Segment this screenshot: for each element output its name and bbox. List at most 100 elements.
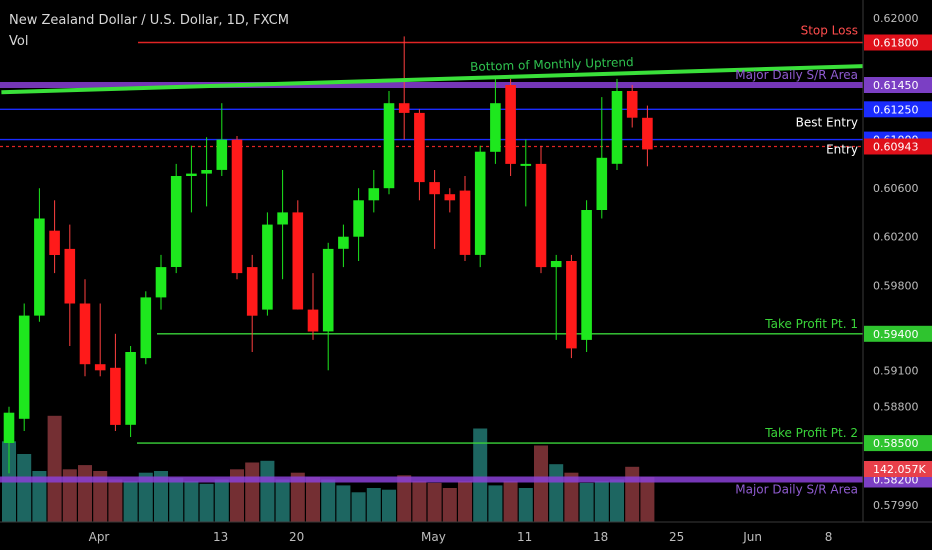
sr-band [0,476,863,483]
volume-bar [260,460,275,522]
volume-bar [366,488,381,522]
volume-bar [473,428,488,522]
price-badge-text: 0.61800 [873,37,919,50]
volume-bar [397,475,412,523]
candle-body [3,412,15,443]
volume-bar [503,481,518,522]
volume-badge [864,461,932,477]
volume-bar [564,472,579,522]
candle-body [459,190,471,255]
price-badge-text: 0.61250 [873,103,919,116]
candle-body [110,367,121,425]
chart-title: New Zealand Dollar / U.S. Dollar, 1D, FX… [9,13,289,28]
trendline-layer: Bottom of Monthly Uptrend [1,55,864,95]
candle-body [262,224,273,310]
volume-bar [199,483,214,523]
price-badge [864,138,932,155]
price-axis[interactable]: 0.62000 0.60600 0.60200 0.59800 0.59100 0.588… [864,12,932,512]
price-tick-label: 0.57990 [873,499,919,512]
candle-body [201,170,212,174]
price-tick-label: 0.62000 [873,12,919,25]
volume-bar [442,488,457,522]
volume-layer [2,415,655,523]
candle-body [307,309,319,332]
candle-body [170,176,182,267]
candle-body [596,157,608,210]
candle-body [79,303,91,365]
candle-body [414,112,425,183]
candle-body [505,85,516,164]
volume-bar [154,471,168,522]
trendline-label: Bottom of Monthly Uptrend [470,55,634,74]
volume-label: Vol [9,34,28,49]
time-axis[interactable]: Apr 13 20 May 11 18 25 Jun 8 [89,530,833,544]
volume-bar [518,488,533,522]
sr-band [0,82,863,88]
price-badge [864,77,932,93]
volume-bar [336,485,351,522]
volume-bar [640,476,655,522]
candle-body [626,91,638,118]
candle-body [231,139,243,274]
candle-body [216,139,228,170]
candle-body [474,151,486,255]
price-badge-text: 0.60943 [873,141,919,154]
volume-bar [108,479,123,522]
volume-bar [138,472,153,522]
price-tick-label: 0.60600 [873,182,919,195]
volume-bar [351,492,366,523]
price-badge-text: 0.61450 [873,79,919,92]
price-badge-text: 0.58500 [873,437,919,450]
level-annotation: Take Profit Pt. 1 [764,317,858,331]
candle-body [490,103,501,152]
volume-bar [93,471,108,522]
volume-bar [245,462,260,522]
candle-body [520,163,532,166]
level-annotation: Best Entry [796,116,858,130]
price-badge [864,34,932,51]
levels-layer [0,41,863,483]
time-tick-label: Jun [742,530,762,544]
volume-bar [610,479,624,522]
volume-bar [534,445,548,522]
candle-body [292,212,304,310]
candle-body [642,117,653,150]
volume-bar [594,481,609,522]
volume-bar [123,481,138,522]
volume-bar [275,479,290,522]
volume-bar [47,415,62,523]
candle-body [338,236,349,249]
candle-body [353,200,364,237]
volume-bar [290,472,305,522]
candle-body [368,188,380,201]
level-annotation: Take Profit Pt. 2 [764,426,858,440]
candle-body [429,182,440,195]
trendline [1,64,864,95]
level-labels-layer: Stop Loss Major Daily S/R Area Best Entry E… [735,24,858,497]
volume-bar [412,481,427,522]
level-annotation: Entry [826,143,858,157]
volume-bar [458,481,472,522]
volume-badge-text: 142.057K [873,463,926,476]
candle-body [383,103,395,189]
time-tick-label: 8 [825,530,833,544]
time-tick-label: 20 [289,530,304,544]
candle-body [140,297,152,359]
price-badge [864,325,932,342]
level-annotation: Major Daily S/R Area [735,483,858,497]
price-tick-label: 0.58800 [873,401,919,414]
candle-body [566,261,577,349]
time-tick-label: 13 [213,530,228,544]
price-tick-label: 0.59800 [873,279,919,292]
candle-body [277,212,288,225]
candle-body [64,248,76,304]
volume-bar [17,454,32,522]
price-badge [864,101,932,118]
volume-bar [321,479,336,522]
level-annotation: Major Daily S/R Area [735,68,858,82]
volume-bar [427,482,442,522]
volume-bar [549,464,564,522]
price-badge-text: 0.59400 [873,328,919,341]
